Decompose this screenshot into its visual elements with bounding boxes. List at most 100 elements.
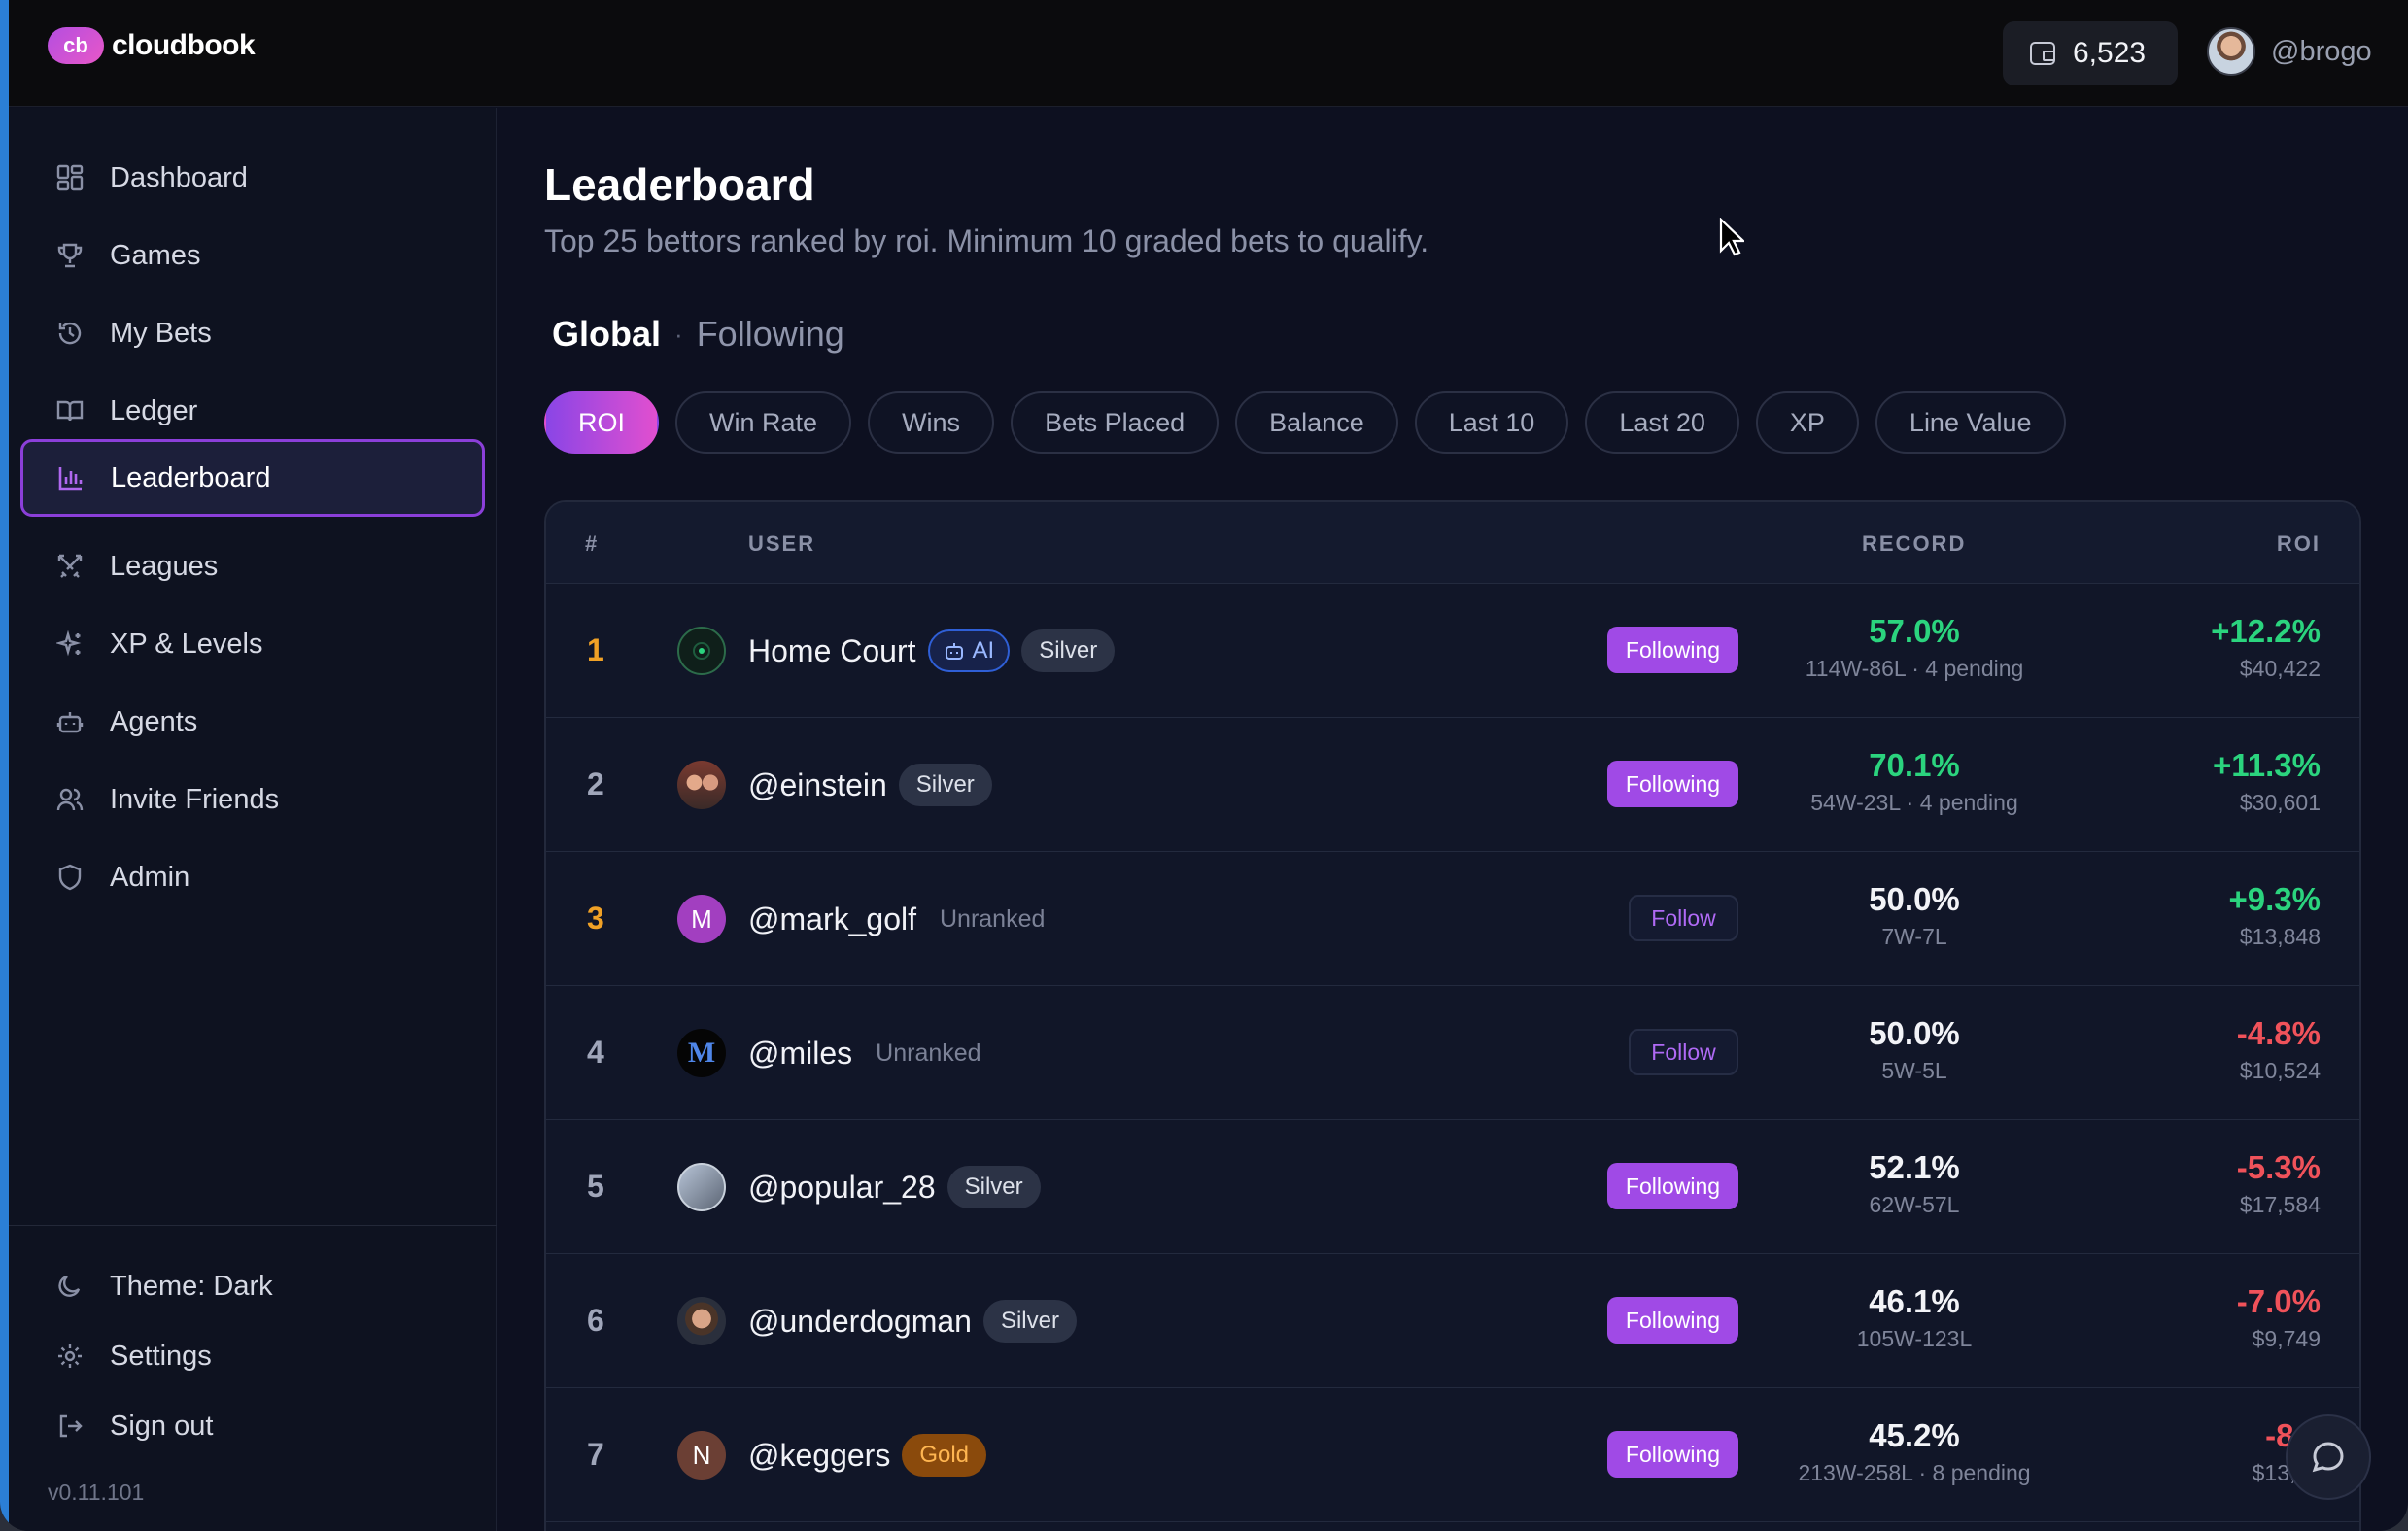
swords-icon	[55, 552, 85, 581]
filter-bets-placed[interactable]: Bets Placed	[1011, 391, 1220, 454]
sparkles-icon	[55, 629, 85, 659]
balance-value: $40,422	[2239, 656, 2321, 681]
sidebar-item-leagues[interactable]: Leagues	[22, 529, 483, 603]
sidebar-item-games[interactable]: Games	[22, 219, 483, 292]
following-button[interactable]: Following	[1607, 1431, 1738, 1478]
user-menu[interactable]: @brogo	[2207, 27, 2372, 76]
rank: 3	[587, 901, 604, 936]
column-roi[interactable]: ROI	[2276, 531, 2321, 556]
table-row[interactable]: 1 Home Court AI Silver Following 57.0% 1…	[546, 584, 2359, 718]
chat-button[interactable]	[2286, 1414, 2371, 1500]
sidebar-item-xp-levels[interactable]: XP & Levels	[22, 607, 483, 681]
user-name[interactable]: @keggers	[748, 1437, 891, 1473]
shield-icon	[55, 863, 85, 892]
sidebar-item-my-bets[interactable]: My Bets	[22, 296, 483, 370]
column-rank: #	[585, 531, 600, 556]
table-row[interactable]: 2 @einstein Silver Following 70.1% 54W-2…	[546, 718, 2359, 852]
balance-chip[interactable]: 6,523	[2003, 21, 2178, 85]
filter-last-10[interactable]: Last 10	[1414, 391, 1569, 454]
table-row[interactable]: 7 N @keggers Gold Following 45.2% 213W-2…	[546, 1388, 2359, 1522]
user-cell: @mark_golf Unranked	[748, 892, 1056, 946]
sidebar-item-label: Leagues	[110, 550, 219, 582]
gear-icon	[55, 1342, 85, 1371]
following-button[interactable]: Following	[1607, 761, 1738, 807]
sidebar-item-leaderboard[interactable]: Leaderboard	[20, 439, 485, 517]
win-percentage: 50.0%	[1869, 881, 1960, 917]
app-version: v0.11.101	[48, 1480, 145, 1505]
user-cell: @einstein Silver	[748, 758, 992, 812]
user-name[interactable]: @miles	[748, 1035, 853, 1071]
user-cell: @miles Unranked	[748, 1026, 993, 1080]
table-row[interactable]: 4 M @miles Unranked Follow 50.0% 5W-5L -…	[546, 986, 2359, 1120]
rank: 2	[587, 766, 604, 801]
tab-global[interactable]: Global	[552, 314, 662, 354]
user-name[interactable]: Home Court	[748, 632, 916, 668]
chat-bubble-icon	[2312, 1442, 2344, 1473]
record-cell: 45.2% 213W-258L · 8 pending	[1769, 1417, 2060, 1486]
following-button[interactable]: Following	[1607, 1297, 1738, 1344]
win-percentage: 45.2%	[1869, 1417, 1960, 1453]
avatar	[677, 761, 726, 809]
balance-value: $17,584	[2239, 1192, 2321, 1217]
sidebar-item-label: Settings	[110, 1340, 212, 1372]
roi-value: -4.8%	[2236, 1015, 2321, 1051]
page-subtitle: Top 25 bettors ranked by roi. Minimum 10…	[544, 223, 1429, 258]
user-name[interactable]: @mark_golf	[748, 901, 916, 936]
following-button[interactable]: Following	[1607, 1163, 1738, 1209]
follow-button[interactable]: Follow	[1629, 895, 1738, 941]
sidebar-item-ledger[interactable]: Ledger	[22, 374, 483, 448]
table-row[interactable]: 3 M @mark_golf Unranked Follow 50.0% 7W-…	[546, 852, 2359, 986]
win-loss-record: 62W-57L	[1869, 1192, 1960, 1217]
tier-badge: Silver	[946, 1166, 1041, 1208]
sidebar-item-admin[interactable]: Admin	[22, 840, 483, 914]
win-loss-record: 5W-5L	[1881, 1058, 1947, 1083]
user-name[interactable]: @popular_28	[748, 1169, 936, 1205]
roi-cell: -5.3% $17,584	[2237, 1149, 2321, 1218]
avatar: M	[677, 1029, 726, 1077]
filter-xp[interactable]: XP	[1755, 391, 1859, 454]
win-loss-record: 105W-123L	[1856, 1326, 1973, 1351]
roi-cell: +9.3% $13,848	[2229, 881, 2322, 950]
user-handle: @brogo	[2271, 35, 2372, 67]
rank: 1	[587, 632, 604, 667]
follow-button[interactable]: Follow	[1629, 1029, 1738, 1075]
sidebar-item-dashboard[interactable]: Dashboard	[22, 141, 483, 215]
tier-badge: Silver	[982, 1300, 1077, 1343]
theme-toggle[interactable]: Theme: Dark	[22, 1249, 483, 1323]
sidebar-item-invite-friends[interactable]: Invite Friends	[22, 763, 483, 836]
sidebar-item-agents[interactable]: Agents	[22, 685, 483, 759]
app-name: cloudbook	[112, 29, 256, 61]
users-icon	[55, 785, 85, 814]
roi-cell: +12.2% $40,422	[2211, 613, 2321, 682]
balance-value: $9,749	[2252, 1326, 2321, 1351]
sidebar-item-label: Admin	[110, 861, 190, 893]
column-record[interactable]: RECORD	[1862, 531, 1967, 556]
user-cell: @keggers Gold	[748, 1428, 987, 1482]
filter-wins[interactable]: Wins	[868, 391, 995, 454]
avatar	[677, 627, 726, 675]
user-name[interactable]: @einstein	[748, 766, 887, 802]
rank: 7	[587, 1437, 604, 1472]
filter-balance[interactable]: Balance	[1235, 391, 1398, 454]
roi-value: +11.3%	[2212, 747, 2321, 783]
filter-line-value[interactable]: Line Value	[1875, 391, 2066, 454]
tier-badge: Silver	[1021, 629, 1116, 672]
roi-cell: +11.3% $30,601	[2213, 747, 2321, 816]
sidebar-item-settings[interactable]: Settings	[22, 1319, 483, 1393]
wallet-icon	[2030, 42, 2055, 65]
win-percentage: 50.0%	[1869, 1015, 1960, 1051]
tab-following[interactable]: Following	[696, 314, 844, 354]
win-percentage: 52.1%	[1869, 1149, 1960, 1185]
following-button[interactable]: Following	[1607, 627, 1738, 673]
filter-win-rate[interactable]: Win Rate	[675, 391, 852, 454]
bot-icon	[55, 707, 85, 736]
filter-last-20[interactable]: Last 20	[1585, 391, 1739, 454]
filter-roi[interactable]: ROI	[544, 391, 660, 454]
table-row[interactable]: 5 @popular_28 Silver Following 52.1% 62W…	[546, 1120, 2359, 1254]
table-row[interactable]: 6 @underdogman Silver Following 46.1% 10…	[546, 1254, 2359, 1388]
sidebar-item-label: Games	[110, 239, 201, 271]
user-name[interactable]: @underdogman	[748, 1303, 972, 1339]
app-logo[interactable]: cb cloudbook	[48, 27, 256, 64]
sign-out-button[interactable]: Sign out	[22, 1389, 483, 1463]
column-user: USER	[748, 531, 816, 556]
